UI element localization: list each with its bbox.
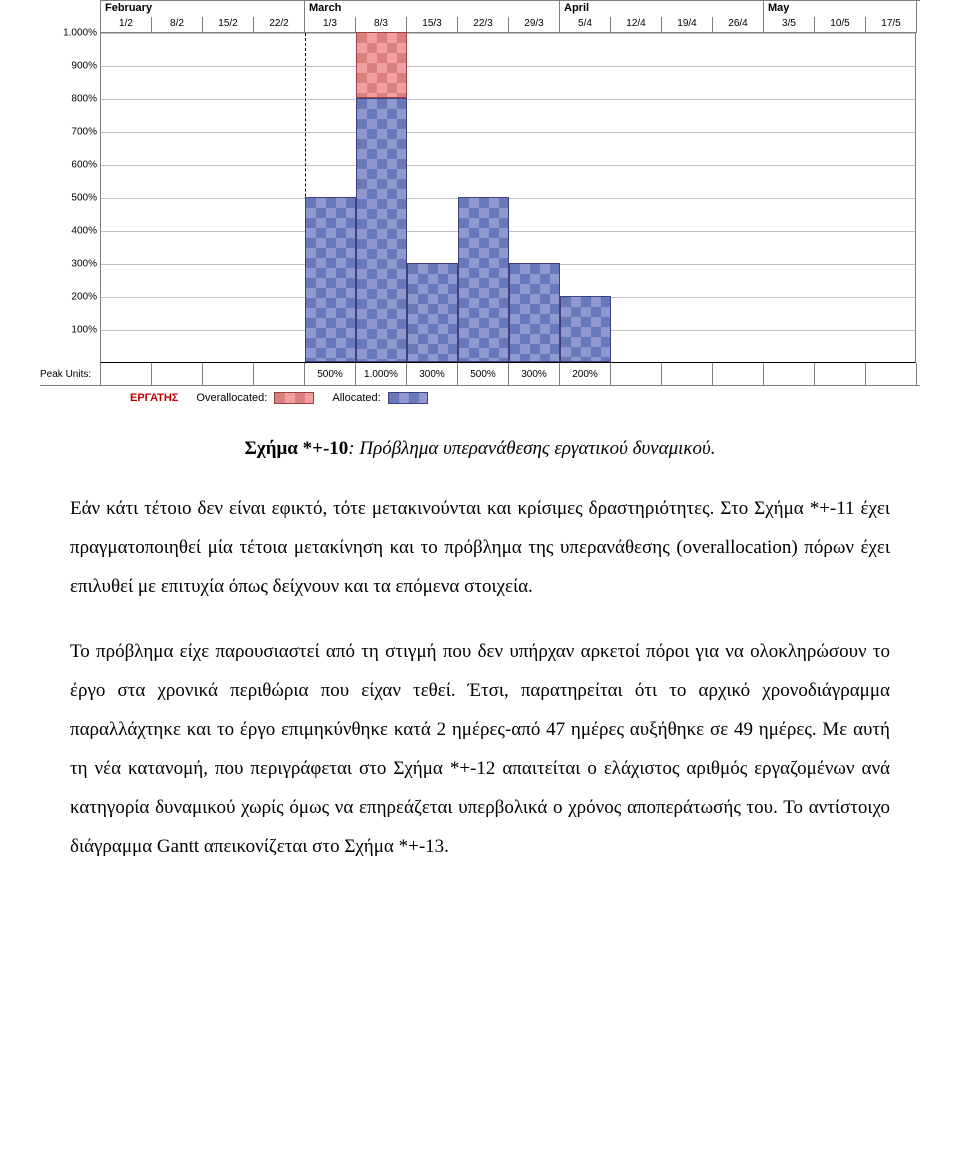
paragraph: Το πρόβλημα είχε παρουσιαστεί από τη στι…: [70, 633, 890, 867]
month-header: April: [560, 1, 764, 17]
peak-unit-cell: 300%: [407, 363, 458, 385]
body-text: Εάν κάτι τέτοιο δεν είναι εφικτό, τότε μ…: [70, 490, 890, 866]
allocated-bar: [356, 98, 407, 362]
resource-allocation-chart: FebruaryMarchAprilMay 1/28/215/222/21/38…: [40, 0, 920, 404]
peak-unit-cell: [254, 363, 305, 385]
allocated-bar: [560, 296, 611, 362]
y-axis-label: 1.000%: [47, 28, 97, 39]
allocated-swatch-icon: [388, 392, 428, 404]
gridline: [101, 33, 915, 34]
y-axis-label: 400%: [47, 226, 97, 237]
y-axis-label: 300%: [47, 259, 97, 270]
date-header: 17/5: [866, 17, 917, 33]
date-header: 22/2: [254, 17, 305, 33]
peak-unit-cell: [866, 363, 917, 385]
date-header: 15/2: [203, 17, 254, 33]
date-header: 26/4: [713, 17, 764, 33]
overallocated-swatch-icon: [274, 392, 314, 404]
peak-unit-cell: [101, 363, 152, 385]
overallocated-bar: [356, 32, 407, 98]
gridline: [101, 132, 915, 133]
allocated-bar: [509, 263, 560, 362]
gridline: [101, 165, 915, 166]
date-header: 19/4: [662, 17, 713, 33]
allocated-bar: [305, 197, 356, 362]
month-header: May: [764, 1, 917, 17]
peak-unit-cell: [203, 363, 254, 385]
allocated-bar: [458, 197, 509, 362]
paragraph: Εάν κάτι τέτοιο δεν είναι εφικτό, τότε μ…: [70, 490, 890, 607]
y-axis-label: 600%: [47, 160, 97, 171]
figure-caption: Σχήμα *+-10: Πρόβλημα υπερανάθεσης εργατ…: [70, 438, 890, 460]
legend-allocated: Allocated:: [332, 392, 427, 404]
y-axis-label: 900%: [47, 61, 97, 72]
date-header: 29/3: [509, 17, 560, 33]
y-axis-label: 100%: [47, 325, 97, 336]
date-header: 3/5: [764, 17, 815, 33]
timeline-dates-row: 1/28/215/222/21/38/315/322/329/35/412/41…: [100, 17, 920, 33]
peak-unit-cell: [611, 363, 662, 385]
peak-unit-cell: 200%: [560, 363, 611, 385]
date-header: 5/4: [560, 17, 611, 33]
date-header: 1/3: [305, 17, 356, 33]
gridline: [101, 99, 915, 100]
y-axis-label: 800%: [47, 94, 97, 105]
legend-overallocated: Overallocated:: [196, 392, 314, 404]
peak-unit-cell: [764, 363, 815, 385]
date-header: 10/5: [815, 17, 866, 33]
peak-unit-cell: [815, 363, 866, 385]
date-header: 1/2: [101, 17, 152, 33]
peak-unit-cell: 1.000%: [356, 363, 407, 385]
peak-unit-cell: 300%: [509, 363, 560, 385]
date-header: 15/3: [407, 17, 458, 33]
date-header: 12/4: [611, 17, 662, 33]
peak-unit-cell: [662, 363, 713, 385]
peak-units-label: Peak Units:: [40, 363, 100, 385]
peak-units-row: Peak Units: 500%1.000%300%500%300%200%: [40, 363, 920, 386]
chart-plot-area: 100%200%300%400%500%600%700%800%900%1.00…: [100, 33, 916, 363]
date-header: 8/3: [356, 17, 407, 33]
y-axis-label: 500%: [47, 193, 97, 204]
timeline-months-row: FebruaryMarchAprilMay: [100, 0, 920, 17]
resource-name-label: ΕΡΓΑΤΗΣ: [130, 392, 178, 404]
y-axis-label: 200%: [47, 292, 97, 303]
peak-unit-cell: [152, 363, 203, 385]
month-header: March: [305, 1, 560, 17]
month-header: February: [101, 1, 305, 17]
date-header: 22/3: [458, 17, 509, 33]
date-header: 8/2: [152, 17, 203, 33]
allocated-bar: [407, 263, 458, 362]
chart-legend: ΕΡΓΑΤΗΣ Overallocated: Allocated:: [40, 392, 920, 404]
peak-unit-cell: 500%: [305, 363, 356, 385]
gridline: [101, 66, 915, 67]
y-axis-label: 700%: [47, 127, 97, 138]
peak-unit-cell: [713, 363, 764, 385]
peak-unit-cell: 500%: [458, 363, 509, 385]
